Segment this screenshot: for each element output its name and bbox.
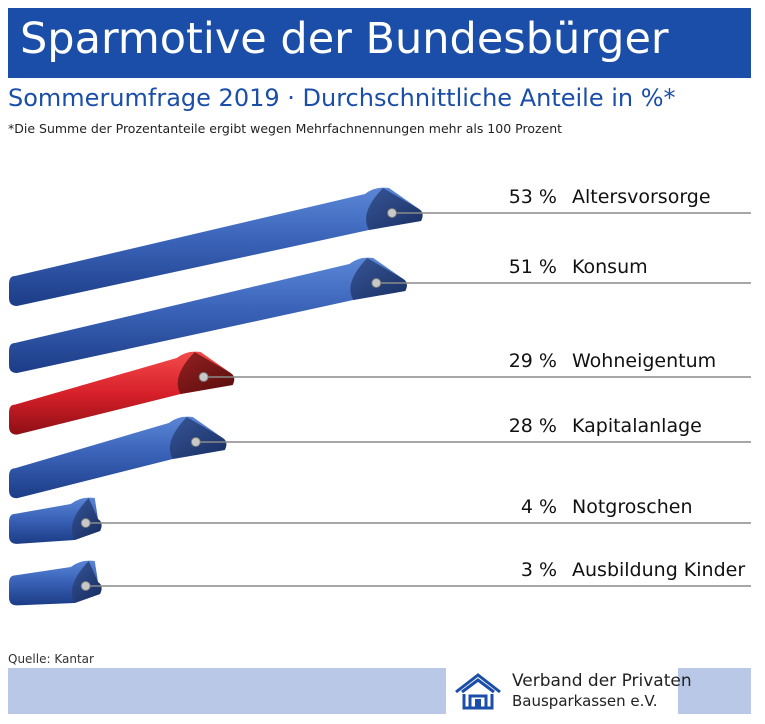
bar-kapitalanlage (9, 416, 227, 499)
leader-dot (190, 437, 201, 447)
bar-chart: 53 % Altersvorsorge 51 % Konsum 29 % Wohneige… (9, 186, 751, 606)
category-label: Wohneigentum (572, 350, 716, 372)
category-label: Notgroschen (572, 496, 693, 518)
house-logo-icon (455, 673, 501, 710)
value-label: 51 % (509, 256, 557, 278)
chart-subtitle: Sommerumfrage 2019 · Durchschnittliche A… (8, 84, 676, 112)
value-label: 3 % (521, 559, 557, 581)
leader-dot (198, 372, 209, 382)
leader-dot (80, 581, 91, 591)
value-label: 53 % (509, 186, 557, 208)
leader-dot (80, 518, 91, 528)
value-label: 29 % (509, 350, 557, 372)
category-label: Ausbildung Kinder (572, 559, 745, 581)
category-label: Altersvorsorge (572, 186, 711, 208)
footer-band: Verband der Privaten Bausparkassen e.V. (8, 668, 751, 714)
title-banner: Sparmotive der Bundesbürger (8, 8, 751, 78)
association-logo: Verband der Privaten Bausparkassen e.V. (446, 668, 692, 714)
chart-title: Sparmotive der Bundesbürger (20, 14, 669, 64)
logo-text-line1: Verband der Privaten (512, 671, 692, 691)
value-label: 4 % (521, 496, 557, 518)
footnote: *Die Summe der Prozentanteile ergibt weg… (8, 121, 563, 136)
category-label: Konsum (572, 256, 648, 278)
logo-text-line2: Bausparkassen e.V. (512, 692, 658, 710)
leader-dot (387, 208, 397, 218)
category-label: Kapitalanlage (572, 415, 702, 437)
source-note: Quelle: Kantar (8, 652, 94, 666)
value-label: 28 % (509, 415, 557, 437)
leader-dot (371, 278, 382, 288)
